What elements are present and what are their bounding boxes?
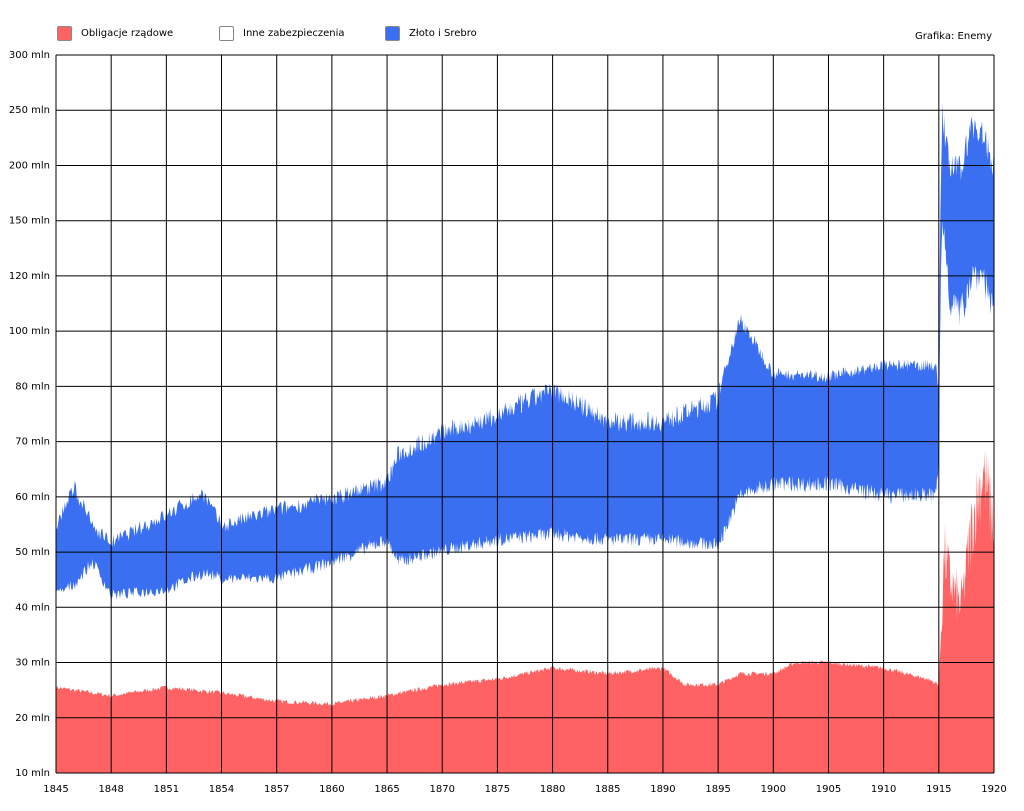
x-tick-label: 1870	[430, 784, 455, 795]
y-tick-label: 250 mln	[9, 105, 50, 116]
y-tick-label: 40 mln	[15, 602, 50, 613]
x-tick-label: 1895	[705, 784, 730, 795]
x-tick-label: 1875	[485, 784, 510, 795]
x-tick-label: 1845	[43, 784, 68, 795]
y-tick-label: 70 mln	[15, 437, 50, 448]
legend-swatch-blue	[385, 25, 400, 41]
x-tick-label: 1915	[926, 784, 951, 795]
legend-swatch-white	[219, 25, 234, 41]
y-tick-label: 100 mln	[9, 326, 50, 337]
x-tick-label: 1885	[595, 784, 620, 795]
legend-label: Złoto i Srebro	[409, 27, 477, 39]
y-tick-label: 30 mln	[15, 658, 50, 669]
y-tick-label: 150 mln	[9, 216, 50, 227]
legend-label: Inne zabezpieczenia	[243, 27, 345, 39]
legend-item-inne: Inne zabezpieczenia	[219, 24, 345, 42]
plot-areas	[56, 101, 994, 773]
legend-swatch-red	[57, 25, 72, 41]
grid	[55, 54, 995, 774]
series-area-zloto-i-srebro	[56, 101, 994, 600]
x-tick-label: 1890	[650, 784, 675, 795]
x-tick-label: 1848	[98, 784, 123, 795]
y-tick-label: 60 mln	[15, 492, 50, 503]
y-tick-label: 10 mln	[15, 768, 50, 779]
y-tick-label: 120 mln	[9, 271, 50, 282]
x-tick-label: 1854	[209, 784, 234, 795]
x-tick-label: 1865	[374, 784, 399, 795]
tick-labels: 1845 1848 1851 1854 1857 1860 1865 1870 1875 1880…	[9, 50, 1007, 795]
legend-item-obligacje: Obligacje rządowe	[57, 24, 173, 42]
x-tick-label: 1851	[154, 784, 179, 795]
x-tick-label: 1905	[816, 784, 841, 795]
legend-label: Obligacje rządowe	[81, 27, 174, 39]
x-tick-label: 1920	[981, 784, 1006, 795]
x-tick-label: 1860	[319, 784, 344, 795]
chart-credit: Grafika: Enemy	[914, 31, 992, 42]
y-tick-label: 50 mln	[15, 547, 50, 558]
y-tick-label: 200 mln	[9, 160, 50, 171]
y-tick-label: 300 mln	[9, 50, 50, 61]
x-tick-label: 1857	[264, 784, 289, 795]
legend-item-zloto: Złoto i Srebro	[385, 24, 477, 42]
series-area-obligacje-rzadowe	[56, 449, 994, 773]
x-tick-label: 1880	[540, 784, 565, 795]
y-tick-label: 80 mln	[15, 381, 50, 392]
x-tick-label: 1900	[761, 784, 786, 795]
y-tick-label: 20 mln	[15, 713, 50, 724]
x-tick-label: 1910	[871, 784, 896, 795]
